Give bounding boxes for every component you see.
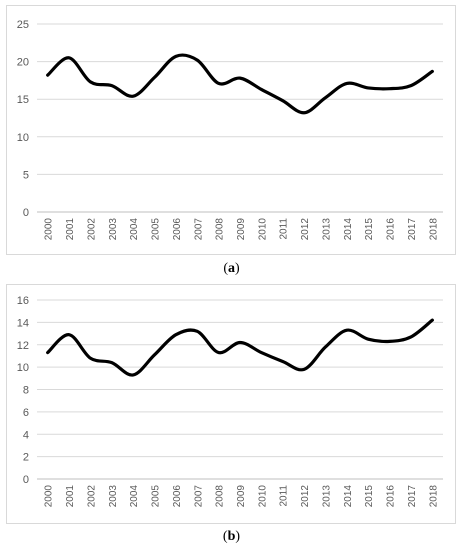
y-tick-label: 8 — [23, 385, 29, 397]
x-tick-label: 2016 — [386, 218, 397, 241]
y-tick-label: 10 — [17, 362, 29, 374]
x-tick-label: 2002 — [86, 485, 97, 508]
x-tick-label: 2008 — [215, 218, 226, 241]
x-tick-label: 2015 — [364, 485, 375, 508]
y-tick-label: 0 — [23, 207, 29, 219]
x-tick-label: 2006 — [172, 218, 183, 241]
caption-a-label: a — [228, 261, 235, 276]
x-tick-label: 2002 — [86, 218, 97, 241]
series-line — [46, 318, 434, 377]
chart-panel-b: 0 2 4 6 8 10 12 14 16 2000 2001 2002 2003 2004 2005 200… — [6, 284, 456, 524]
y-tick-label: 25 — [17, 19, 29, 31]
y-tick-label: 14 — [17, 317, 29, 329]
y-tick-label: 4 — [23, 429, 29, 441]
x-tick-label: 2009 — [236, 485, 247, 508]
x-tick-label: 2011 — [279, 218, 290, 240]
y-tick-label: 5 — [23, 169, 29, 181]
x-tick-label: 2010 — [257, 218, 268, 241]
x-tick-label: 2007 — [193, 485, 204, 508]
x-tick-label: 2016 — [386, 485, 397, 508]
y-tick-label: 15 — [17, 94, 29, 106]
x-tick-label: 2004 — [129, 218, 140, 241]
x-tick-label: 2012 — [300, 485, 311, 508]
x-tick-label: 2013 — [321, 218, 332, 241]
y-tick-label: 0 — [23, 474, 29, 486]
x-tick-label: 2004 — [129, 485, 140, 508]
y-tick-label: 12 — [17, 340, 29, 352]
x-tick-label: 2008 — [215, 485, 226, 508]
x-tick-label: 2017 — [407, 485, 418, 508]
x-tick-label: 2013 — [321, 485, 332, 508]
x-tick-label: 2000 — [44, 485, 55, 508]
x-tick-label: 2014 — [343, 485, 354, 508]
y-tick-label: 6 — [23, 407, 29, 419]
x-tick-label: 2000 — [44, 218, 55, 241]
x-tick-label: 2003 — [108, 218, 119, 241]
x-tick-label: 2011 — [279, 485, 290, 507]
x-tick-label: 2006 — [172, 485, 183, 508]
x-tick-label: 2003 — [108, 485, 119, 508]
x-tick-label: 2014 — [343, 218, 354, 241]
caption-a: (a) — [223, 261, 240, 276]
line-chart-a: 0 5 10 15 20 25 2000 2001 2002 2003 2004 2005 2006 20… — [17, 19, 443, 241]
x-tick-label: 2010 — [257, 485, 268, 508]
x-tick-label: 2005 — [151, 485, 162, 508]
y-tick-label: 2 — [23, 452, 29, 464]
x-tick-label: 2001 — [65, 218, 76, 241]
x-tick-label: 2018 — [428, 218, 439, 241]
x-tick-label: 2009 — [236, 218, 247, 241]
y-tick-label: 20 — [17, 57, 29, 69]
chart-panel-a: 0 5 10 15 20 25 2000 2001 2002 2003 2004 2005 2006 20… — [6, 5, 456, 255]
series-line — [46, 53, 434, 115]
caption-b-label: b — [227, 529, 236, 544]
y-tick-label: 16 — [17, 295, 29, 307]
caption-b: (b) — [222, 529, 241, 544]
x-tick-label: 2017 — [407, 218, 418, 241]
y-tick-label: 10 — [17, 132, 29, 144]
x-tick-label: 2012 — [300, 218, 311, 241]
x-tick-label: 2015 — [364, 218, 375, 241]
x-tick-label: 2018 — [428, 485, 439, 508]
x-tick-label: 2007 — [193, 218, 204, 241]
line-chart-b: 0 2 4 6 8 10 12 14 16 2000 2001 2002 2003 2004 2005 200… — [17, 295, 443, 508]
x-tick-label: 2001 — [65, 485, 76, 508]
x-tick-label: 2005 — [151, 218, 162, 241]
